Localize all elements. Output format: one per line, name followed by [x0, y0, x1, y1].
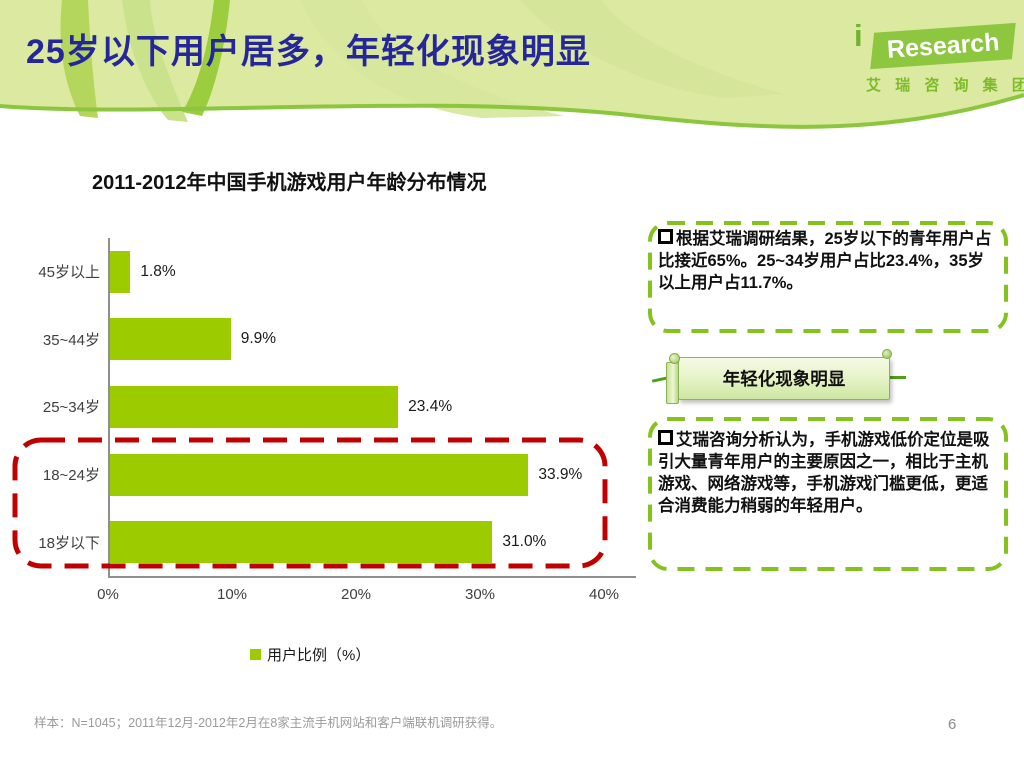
square-bullet-icon	[658, 430, 673, 445]
slide-title: 25岁以下用户居多，年轻化现象明显	[26, 33, 591, 71]
bar-track: 31.0%	[108, 521, 604, 564]
bar	[108, 385, 399, 428]
logo-wordmark: Research	[885, 27, 1001, 64]
banner-curl-left-icon	[669, 353, 680, 364]
bar-track: 9.9%	[108, 318, 604, 361]
bar	[108, 318, 231, 361]
note-box-analysis: 艾瑞咨询分析认为，手机游戏低价定位是吸引大量青年用户的主要原因之一，相比于主机游…	[648, 417, 1008, 571]
x-axis-tick-label: 10%	[216, 586, 248, 603]
x-axis-tick-label: 0%	[97, 586, 119, 603]
banner-body: 年轻化现象明显	[678, 357, 890, 400]
header-decoration	[0, 0, 1024, 129]
bar	[108, 250, 131, 293]
category-label: 45岁以上	[38, 264, 100, 282]
note-box-2-text: 艾瑞咨询分析认为，手机游戏低价定位是吸引大量青年用户的主要原因之一，相比于主机游…	[658, 429, 1000, 517]
bar-value-label: 23.4%	[408, 397, 453, 415]
chart-legend: 用户比例（%）	[250, 644, 370, 665]
y-axis-line	[108, 238, 110, 578]
bar-value-label: 31.0%	[502, 533, 547, 551]
bar-value-label: 1.8%	[140, 262, 176, 280]
note-box-1-text: 根据艾瑞调研结果，25岁以下的青年用户占比接近65%。25~34岁用户占比23.…	[658, 228, 1000, 294]
logo-subtitle: 艾 瑞 咨 询 集 团	[866, 77, 1024, 94]
logo-i-letter: i	[854, 18, 863, 53]
note-box-1-body: 根据艾瑞调研结果，25岁以下的青年用户占比接近65%。25~34岁用户占比23.…	[658, 230, 992, 293]
legend-label: 用户比例（%）	[267, 647, 371, 664]
x-axis-tick-label: 30%	[464, 586, 496, 603]
chart-title: 2011-2012年中国手机游戏用户年龄分布情况	[92, 172, 487, 194]
logo-green-slab: Research	[870, 22, 1016, 70]
bar-track: 33.9%	[108, 453, 604, 496]
bar-rows: 45岁以上 1.8% 35~44岁 9.9% 25~34岁 23.4% 18~24岁 33.9…	[20, 238, 640, 576]
note-box-2-dashed-border	[648, 417, 1008, 571]
sample-footnote: 样本：N=1045；2011年12月-2012年2月在8家主流手机网站和客户端联…	[34, 716, 503, 730]
bar	[108, 521, 493, 564]
banner-curl-right-icon	[882, 349, 892, 359]
bar-chart: 45岁以上 1.8% 35~44岁 9.9% 25~34岁 23.4% 18~24岁 33.9…	[12, 238, 640, 603]
bar-value-label: 9.9%	[240, 330, 277, 348]
bar-track: 1.8%	[108, 250, 604, 293]
bar-row: 18~24岁 33.9%	[20, 441, 640, 509]
bar-row: 25~34岁 23.4%	[20, 373, 640, 441]
bar-row: 35~44岁 9.9%	[20, 306, 640, 374]
banner-label: 年轻化现象明显	[722, 369, 846, 389]
page-number: 6	[948, 716, 957, 733]
iresearch-logo: i Research 艾 瑞 咨 询 集 团	[842, 18, 1024, 104]
category-label: 18~24岁	[42, 467, 100, 485]
x-axis-line	[108, 576, 636, 578]
category-label: 25~34岁	[42, 399, 100, 417]
category-label: 18岁以下	[38, 534, 100, 552]
x-axis-tick-label: 20%	[340, 586, 372, 603]
scroll-banner: 年轻化现象明显	[651, 349, 906, 404]
square-bullet-icon	[658, 229, 673, 244]
category-label: 35~44岁	[42, 331, 100, 349]
bar-track: 23.4%	[108, 385, 604, 428]
bar-row: 45岁以上 1.8%	[20, 238, 640, 306]
bar-value-label: 33.9%	[538, 465, 583, 483]
banner-scroll-strip	[666, 362, 679, 404]
legend-swatch-icon	[250, 649, 261, 660]
note-box-survey-result: 根据艾瑞调研结果，25岁以下的青年用户占比接近65%。25~34岁用户占比23.…	[648, 221, 1008, 333]
note-box-2-body: 艾瑞咨询分析认为，手机游戏低价定位是吸引大量青年用户的主要原因之一，相比于主机游…	[658, 431, 990, 516]
banner-tail-right	[890, 376, 906, 379]
bar	[108, 453, 529, 496]
bar-row: 18岁以下 31.0%	[20, 508, 640, 576]
x-axis-tick-label: 40%	[588, 586, 620, 603]
